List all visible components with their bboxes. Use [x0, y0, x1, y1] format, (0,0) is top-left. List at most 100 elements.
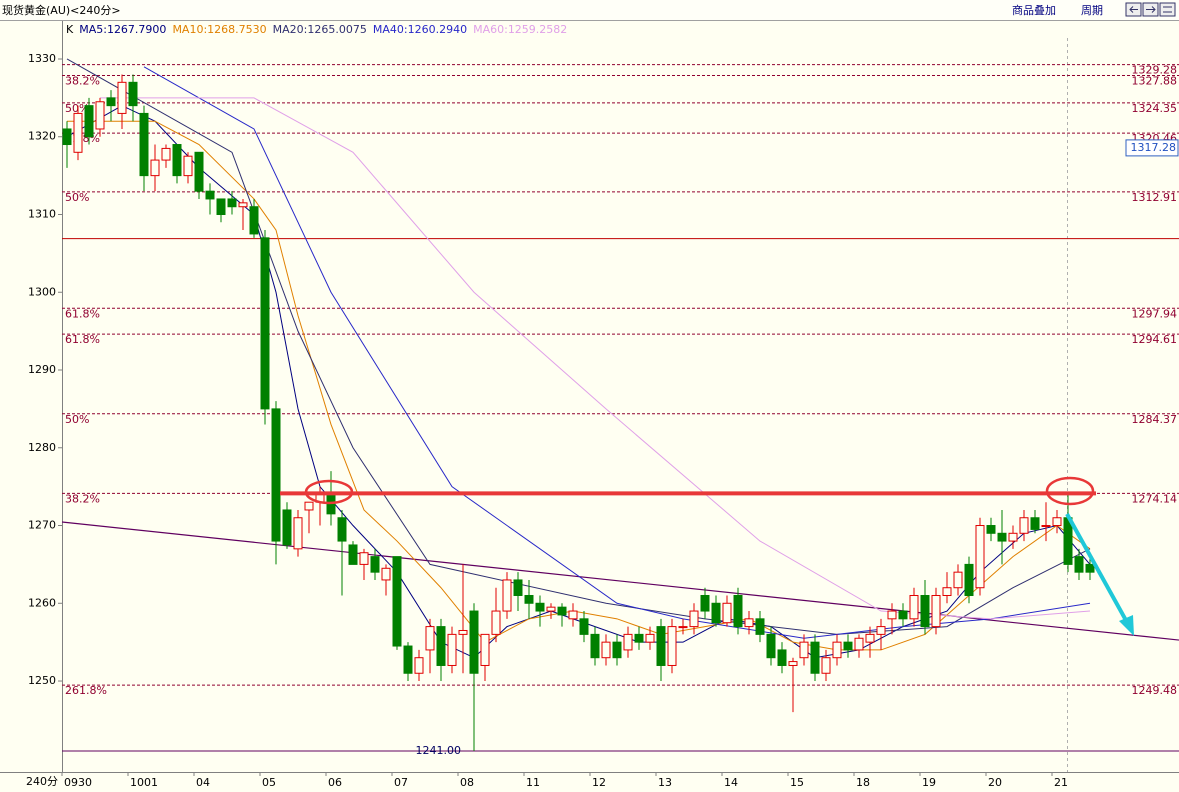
y-tick-label: 1260: [28, 596, 56, 609]
candle-body: [821, 657, 831, 674]
legend-entry: MA5:1267.7900: [79, 23, 166, 36]
candle-body: [953, 571, 963, 589]
candle-body: [469, 610, 479, 674]
x-tick-label: 20: [988, 776, 1002, 789]
nav-fit[interactable]: [1159, 2, 1176, 17]
candle-body: [194, 151, 204, 192]
fib-level-ratio: 38.2%: [65, 492, 100, 505]
period-label: 240分: [26, 775, 58, 788]
fib-level-value: 1327.88: [1132, 74, 1178, 87]
fib-level-value: 1274.14: [1132, 492, 1178, 505]
candle-body: [623, 633, 633, 651]
candle-body: [832, 641, 842, 659]
x-tick-label: 21: [1054, 776, 1068, 789]
fib-level-value: 1312.91: [1132, 191, 1178, 204]
ma-line: [143, 66, 1091, 639]
fib-level-ratio: 50%: [65, 413, 89, 426]
candle-body: [227, 198, 237, 208]
ma-line: [100, 97, 1091, 620]
fib-level-ratio: 261.8%: [65, 684, 107, 697]
y-tick-label: 1290: [28, 363, 56, 376]
fib-level-value: 1297.94: [1132, 307, 1178, 320]
candle-body: [293, 517, 303, 550]
candle-body: [128, 81, 138, 107]
chart-title: 现货黄金(AU)<240分>: [2, 3, 121, 17]
candle-body: [909, 594, 919, 620]
x-tick-label: 08: [460, 776, 474, 789]
candle-body: [425, 626, 435, 651]
legend-entry: MA10:1268.7530: [172, 23, 266, 36]
highlight-circle: [1045, 476, 1095, 506]
candle-body: [568, 610, 578, 620]
x-tick-label: 19: [922, 776, 936, 789]
candle-body: [535, 602, 545, 612]
x-tick-label: 13: [658, 776, 672, 789]
candle-body: [557, 606, 567, 616]
fib-level-ratio: 61.8%: [65, 333, 100, 346]
candle-body: [854, 637, 864, 651]
fib-level-ratio: 50%: [65, 102, 89, 115]
ma-legend: K MA5:1267.7900 MA10:1268.7530 MA20:1265.00…: [66, 23, 567, 36]
x-tick-label: 0930: [64, 776, 92, 789]
candle-body: [150, 159, 160, 177]
candle-body: [260, 237, 270, 410]
y-tick-label: 1330: [28, 52, 56, 65]
highlight-circle: [304, 479, 354, 505]
candle-body: [645, 633, 655, 643]
candle-body: [502, 579, 512, 612]
candle-body: [282, 509, 292, 546]
nav-icons: [1125, 2, 1176, 17]
candle-body: [590, 633, 600, 659]
candle-body: [920, 594, 930, 628]
x-tick-label: 15: [790, 776, 804, 789]
candle-body: [117, 81, 127, 114]
x-tick-label: 11: [526, 776, 540, 789]
candle-body: [62, 128, 72, 146]
candle-body: [612, 641, 622, 659]
candle-body: [249, 206, 259, 235]
trend-arrow: [1065, 513, 1130, 625]
candle-body: [480, 633, 490, 666]
fib-level-value: 1284.37: [1132, 413, 1178, 426]
candle-body: [348, 544, 358, 565]
low-label: 1241.00: [416, 744, 462, 757]
candle-body: [634, 633, 644, 643]
candle-body: [271, 408, 281, 542]
current-price: 1317.28: [1131, 141, 1177, 154]
overlay-button[interactable]: 商品叠加: [1012, 3, 1056, 17]
candle-body: [359, 552, 369, 565]
candle-body: [458, 629, 468, 635]
nav-glyphs: [1129, 6, 1172, 13]
candle-body: [975, 525, 985, 589]
candle-body: [942, 587, 952, 596]
candle-body: [810, 641, 820, 674]
candle-body: [722, 602, 732, 624]
candle-body: [887, 610, 897, 620]
x-tick-label: 14: [724, 776, 738, 789]
candle-body: [172, 144, 182, 177]
candle-body: [73, 112, 83, 153]
fib-level-value: 1324.35: [1132, 102, 1178, 115]
candle-body: [876, 626, 886, 635]
legend-entry: MA20:1265.0075: [273, 23, 367, 36]
candle-body: [524, 594, 534, 604]
candle-body: [986, 525, 996, 534]
candle-body: [689, 610, 699, 628]
candle-body: [381, 567, 391, 581]
candle-body: [865, 633, 875, 643]
candle-body: [656, 626, 666, 666]
candle-body: [1041, 525, 1051, 528]
candle-body: [106, 97, 116, 107]
period-button[interactable]: 周期: [1081, 4, 1103, 17]
candle-body: [667, 626, 677, 666]
candle-body: [205, 190, 215, 200]
candle-body: [700, 594, 710, 612]
trendline: [61, 521, 1179, 641]
candle-body: [733, 594, 743, 628]
candle-body: [1074, 556, 1084, 573]
x-tick-label: 05: [262, 776, 276, 789]
candle-body: [964, 563, 974, 596]
candle-body: [513, 579, 523, 596]
candle-body: [161, 147, 171, 161]
candle-body: [414, 657, 424, 674]
